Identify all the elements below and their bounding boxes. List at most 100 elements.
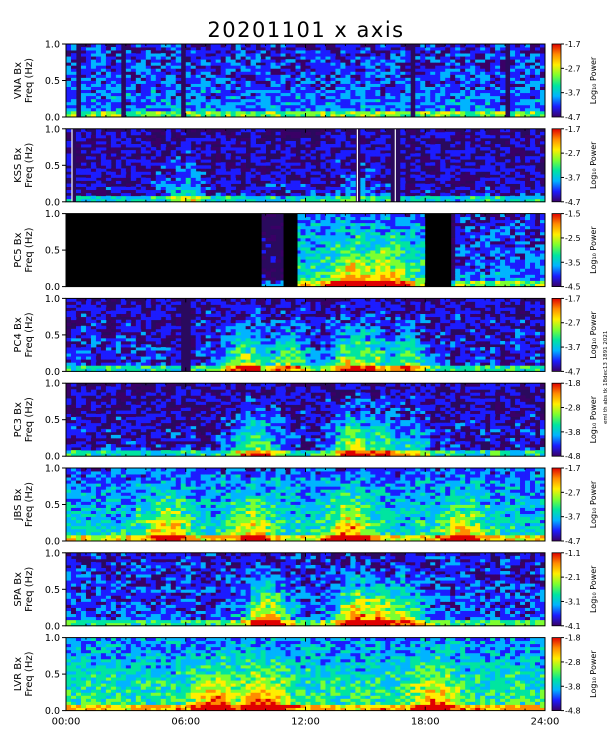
spectrogram-cell bbox=[480, 195, 486, 200]
spectrogram-cell bbox=[350, 83, 356, 87]
spectrogram-cell bbox=[120, 195, 127, 200]
spectrogram-cell bbox=[80, 101, 87, 106]
spectrogram-cell bbox=[425, 53, 431, 57]
spectrogram-cell bbox=[295, 237, 301, 242]
spectrogram-cell bbox=[295, 168, 301, 172]
spectrogram-cell bbox=[310, 74, 316, 78]
spectrogram-cell bbox=[405, 262, 411, 266]
spectrogram-cell bbox=[255, 59, 261, 63]
spectrogram-cell bbox=[365, 171, 371, 175]
spectrogram-cell bbox=[360, 71, 366, 75]
spectrogram-cell bbox=[95, 150, 102, 154]
spectrogram-cell bbox=[190, 162, 197, 166]
spectrogram-cell bbox=[180, 177, 187, 181]
spectrogram-cell bbox=[425, 186, 431, 191]
spectrogram-cell bbox=[175, 180, 182, 184]
spectrogram-cell bbox=[290, 50, 296, 54]
spectrogram-cell bbox=[380, 86, 386, 91]
spectrogram-cell bbox=[145, 147, 152, 151]
spectrogram-cell bbox=[285, 131, 291, 136]
spectrogram-cell bbox=[365, 253, 371, 257]
spectrogram-cell bbox=[345, 62, 351, 66]
spectrogram-cell bbox=[325, 244, 331, 248]
spectrogram-cell bbox=[230, 162, 237, 166]
spectrogram-cell bbox=[450, 216, 456, 221]
spectrogram-cell bbox=[330, 222, 336, 227]
spectrogram-cell bbox=[440, 77, 446, 81]
spectrogram-cell bbox=[435, 174, 441, 178]
spectrogram-cell bbox=[365, 71, 371, 75]
spectrogram-cell bbox=[265, 65, 271, 69]
spectrogram-cell bbox=[475, 262, 481, 266]
spectrogram-cell bbox=[535, 50, 541, 54]
spectrogram-cell bbox=[300, 186, 306, 191]
spectrogram-cell bbox=[520, 59, 526, 63]
spectrogram-cell bbox=[95, 156, 102, 160]
spectrogram-cell bbox=[315, 228, 321, 233]
spectrogram-cell bbox=[365, 110, 371, 115]
spectrogram-cell bbox=[345, 213, 351, 218]
spectrogram-cell bbox=[360, 107, 366, 112]
spectrogram-cell bbox=[160, 80, 167, 84]
spectrogram-cell bbox=[475, 177, 481, 181]
spectrogram-cell bbox=[275, 104, 281, 109]
spectrogram-cell bbox=[310, 256, 316, 260]
spectrogram-cell bbox=[165, 113, 172, 118]
spectrogram-cell bbox=[415, 59, 421, 63]
spectrogram-cell bbox=[465, 86, 471, 91]
spectrogram-cell bbox=[400, 219, 406, 224]
spectrogram-cell bbox=[360, 98, 366, 103]
spectrogram-cell bbox=[255, 198, 261, 203]
spectrogram-cell bbox=[435, 189, 441, 194]
spectrogram-cell bbox=[105, 183, 112, 187]
spectrogram-cell bbox=[330, 56, 336, 60]
spectrogram-cell bbox=[365, 168, 371, 172]
spectrogram-cell bbox=[310, 253, 316, 257]
spectrogram-cell bbox=[380, 225, 386, 230]
spectrogram-cell bbox=[310, 92, 316, 97]
spectrogram-cell bbox=[375, 253, 381, 257]
spectrogram-cell bbox=[540, 47, 546, 51]
y-tick-label: 0.5 bbox=[45, 76, 60, 87]
spectrogram-cell bbox=[175, 168, 182, 172]
spectrogram-cell bbox=[385, 50, 391, 54]
spectrogram-cell bbox=[510, 89, 516, 94]
spectrogram-cell bbox=[340, 189, 346, 194]
spectrogram-cell bbox=[505, 171, 511, 175]
spectrogram-cell bbox=[345, 259, 351, 263]
spectrogram-cell bbox=[215, 62, 222, 66]
spectrogram-cell bbox=[400, 165, 406, 169]
spectrogram-cell bbox=[255, 150, 261, 154]
spectrogram-cell bbox=[295, 159, 301, 163]
spectrogram-cell bbox=[95, 68, 102, 72]
spectrogram-cell bbox=[225, 83, 232, 87]
spectrogram-cell bbox=[310, 110, 316, 115]
spectrogram-cell bbox=[200, 128, 207, 133]
spectrogram-cell bbox=[265, 274, 271, 278]
spectrogram-cell bbox=[315, 110, 321, 115]
spectrogram-cell bbox=[375, 262, 381, 266]
spectrogram-cell bbox=[170, 159, 177, 163]
spectrogram-cell bbox=[295, 189, 301, 194]
spectrogram-cell bbox=[325, 234, 331, 239]
spectrogram-cell bbox=[66, 128, 72, 133]
spectrogram-cell bbox=[380, 277, 386, 281]
spectrogram-cell bbox=[260, 92, 266, 97]
spectrogram-cell bbox=[220, 165, 227, 169]
spectrogram-cell bbox=[130, 174, 137, 178]
spectrogram-cell bbox=[450, 280, 456, 284]
spectrogram-cell bbox=[360, 265, 366, 269]
spectrogram-cell bbox=[140, 131, 147, 136]
spectrogram-cell bbox=[490, 77, 496, 81]
spectrogram-cell bbox=[455, 153, 461, 157]
spectrogram-cell bbox=[195, 110, 202, 115]
spectrogram-cell bbox=[80, 98, 87, 103]
spectrogram-cell bbox=[365, 83, 371, 87]
spectrogram-cell bbox=[235, 174, 242, 178]
spectrogram-cell bbox=[245, 83, 252, 87]
spectrogram-cell bbox=[295, 219, 301, 224]
spectrogram-cell bbox=[405, 110, 411, 115]
spectrogram-cell bbox=[535, 92, 541, 97]
spectrogram-cell bbox=[200, 171, 207, 175]
spectrogram-cell bbox=[360, 162, 366, 166]
